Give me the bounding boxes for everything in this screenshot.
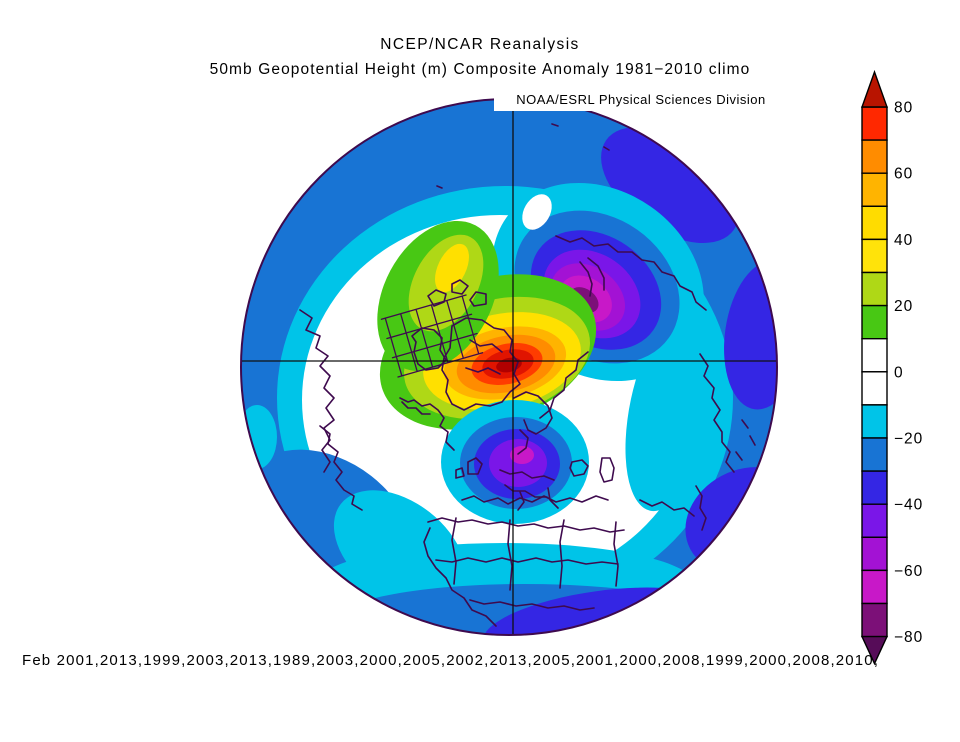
colorbar-segment [861, 404, 888, 439]
colorbar-tick-label: −80 [894, 629, 923, 646]
colorbar-tick-label: 60 [894, 166, 913, 183]
colorbar-segment [861, 172, 888, 207]
figure-subtitle: 50mb Geopotential Height (m) Composite A… [209, 61, 751, 78]
colorbar-segment [861, 437, 888, 472]
colorbar-arrow-top [861, 69, 888, 108]
colorbar-tick-label: −60 [894, 563, 923, 580]
colorbar-segment [861, 106, 888, 141]
colorbar-tick-label: 80 [894, 100, 913, 117]
anomaly-positive-center [379, 274, 597, 430]
composite-years-text: Feb 2001,2013,1999,2003,2013,1989,2003,2… [22, 652, 880, 669]
crosshair [241, 99, 777, 635]
colorbar-segment [861, 536, 888, 572]
source-label: NOAA/ESRL Physical Sciences Division [494, 89, 788, 111]
colorbar-segment [861, 139, 888, 174]
colorbar-segment [861, 238, 888, 274]
colorbar-segment [861, 371, 888, 406]
colorbar: 80 60 40 20 0 −20 −40 −60 −80 [860, 69, 923, 666]
colorbar-tick-label: −20 [894, 431, 923, 448]
colorbar-tick-label: −40 [894, 497, 923, 514]
colorbar-segment [861, 271, 888, 307]
figure-title: NCEP/NCAR Reanalysis [380, 36, 580, 53]
colorbar-segment [861, 569, 888, 605]
colorbar-segment [861, 205, 888, 241]
colorbar-tick-label: 20 [894, 298, 913, 315]
colorbar-arrow-bottom [860, 635, 889, 666]
anomaly-positive-canada [377, 220, 499, 372]
colorbar-tick-label: 40 [894, 232, 913, 249]
colorbar-segment [861, 503, 888, 539]
colorbar-segment [861, 304, 888, 340]
colorbar-segment [861, 470, 888, 505]
anomaly-fill-layers [241, 99, 777, 635]
colorbar-segment [861, 602, 888, 638]
anomaly-negative-europe [441, 400, 589, 524]
colorbar-segment [861, 338, 888, 373]
colorbar-tick-label: 0 [894, 364, 904, 381]
coastlines [299, 123, 756, 627]
